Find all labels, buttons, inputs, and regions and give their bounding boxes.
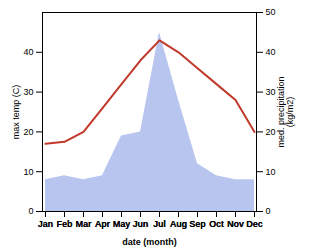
svg-text:40: 40 [23,47,33,57]
svg-text:Oct: Oct [209,219,224,229]
svg-text:Dec: Dec [246,219,263,229]
svg-text:Dec: Dec [246,219,263,229]
svg-text:Nov: Nov [227,219,244,229]
svg-text:Sep: Sep [189,219,205,229]
svg-text:Jul: Jul [154,219,166,229]
svg-text:Apr: Apr [95,219,111,229]
svg-text:date (month): date (month) [122,237,177,247]
svg-text:Jun: Jun [133,219,148,229]
svg-text:Nov: Nov [227,219,244,229]
svg-text:40: 40 [266,47,276,57]
svg-text:10: 10 [23,167,33,177]
svg-text:0: 0 [28,206,33,216]
svg-text:Feb: Feb [56,219,73,229]
svg-text:Jan: Jan [38,219,53,229]
svg-text:0: 0 [266,206,271,216]
svg-text:May: May [113,219,131,229]
svg-text:10: 10 [266,167,276,177]
svg-text:med. precipitation(kg/m2): med. precipitation(kg/m2) [276,76,295,147]
svg-text:Feb: Feb [57,219,73,229]
svg-text:Jan: Jan [38,219,54,229]
svg-text:Oct: Oct [209,219,224,229]
svg-text:Mar: Mar [75,219,92,229]
svg-text:Sep: Sep [189,219,206,229]
svg-text:20: 20 [266,127,276,137]
svg-text:Aug: Aug [170,219,188,229]
svg-text:Apr: Apr [95,219,109,229]
svg-text:30: 30 [266,87,276,97]
svg-text:50: 50 [266,7,276,17]
svg-text:30: 30 [23,87,33,97]
svg-text:Jun: Jun [132,219,148,229]
svg-text:Mar: Mar [76,219,92,229]
svg-text:Jul: Jul [153,219,166,229]
svg-text:20: 20 [23,127,33,137]
svg-text:Aug: Aug [170,219,186,229]
svg-text:May: May [113,219,131,229]
svg-text:max temp (C): max temp (C) [11,85,21,140]
